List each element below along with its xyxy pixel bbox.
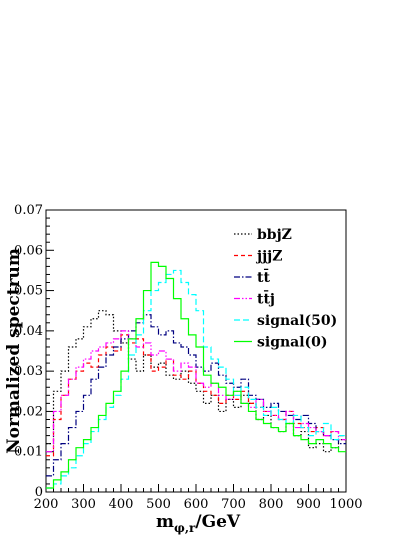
x-tick-label: 500 <box>146 497 171 512</box>
legend-label: jjjZ <box>255 249 282 265</box>
x-tick-label: 700 <box>221 497 246 512</box>
series-layer <box>46 261 346 489</box>
y-tick-label: 0.07 <box>14 203 43 218</box>
series-line-5 <box>46 261 346 489</box>
y-axis-title: Normalized spectrum <box>4 248 24 454</box>
y-tick-label: 0 <box>35 485 43 500</box>
legend: bbjZ jjjZ tt̄ tt̄j signal(50) signal(0) <box>234 227 337 351</box>
legend-label: tt̄ <box>257 267 270 286</box>
y-tick-label: 0.02 <box>14 404 43 419</box>
x-axis-title: mφ,r/GeV <box>156 512 241 535</box>
x-tick-label: 900 <box>296 497 321 512</box>
y-tick-label: 0.04 <box>14 324 43 339</box>
x-tick-label: 200 <box>34 497 59 512</box>
series-line-3 <box>46 330 346 453</box>
series-line-4 <box>46 269 346 489</box>
legend-label: signal(0) <box>257 335 328 351</box>
y-tick-label: 0.05 <box>14 284 43 299</box>
x-axis-title-main: m <box>156 512 174 532</box>
plot-frame <box>45 209 347 493</box>
x-tick-label: 800 <box>259 497 284 512</box>
legend-label: tt̄j <box>257 289 275 308</box>
y-tick-label: 0.03 <box>14 364 43 379</box>
x-axis-title-unit: /GeV <box>195 512 241 532</box>
legend-label: bbjZ <box>257 227 292 243</box>
y-tick-label: 0.01 <box>14 445 43 460</box>
x-axis-title-sub: φ,r <box>174 521 196 535</box>
x-tick-label: 1000 <box>329 497 362 512</box>
axis-ticks: 200 300 400 500 600 700 800 900 1000 0 0.01 0.02 0.0… <box>14 203 363 512</box>
x-tick-label: 400 <box>109 497 134 512</box>
x-tick-label: 600 <box>184 497 209 512</box>
legend-label: signal(50) <box>257 313 337 329</box>
y-tick-label: 0.06 <box>14 243 43 258</box>
x-tick-label: 300 <box>71 497 96 512</box>
